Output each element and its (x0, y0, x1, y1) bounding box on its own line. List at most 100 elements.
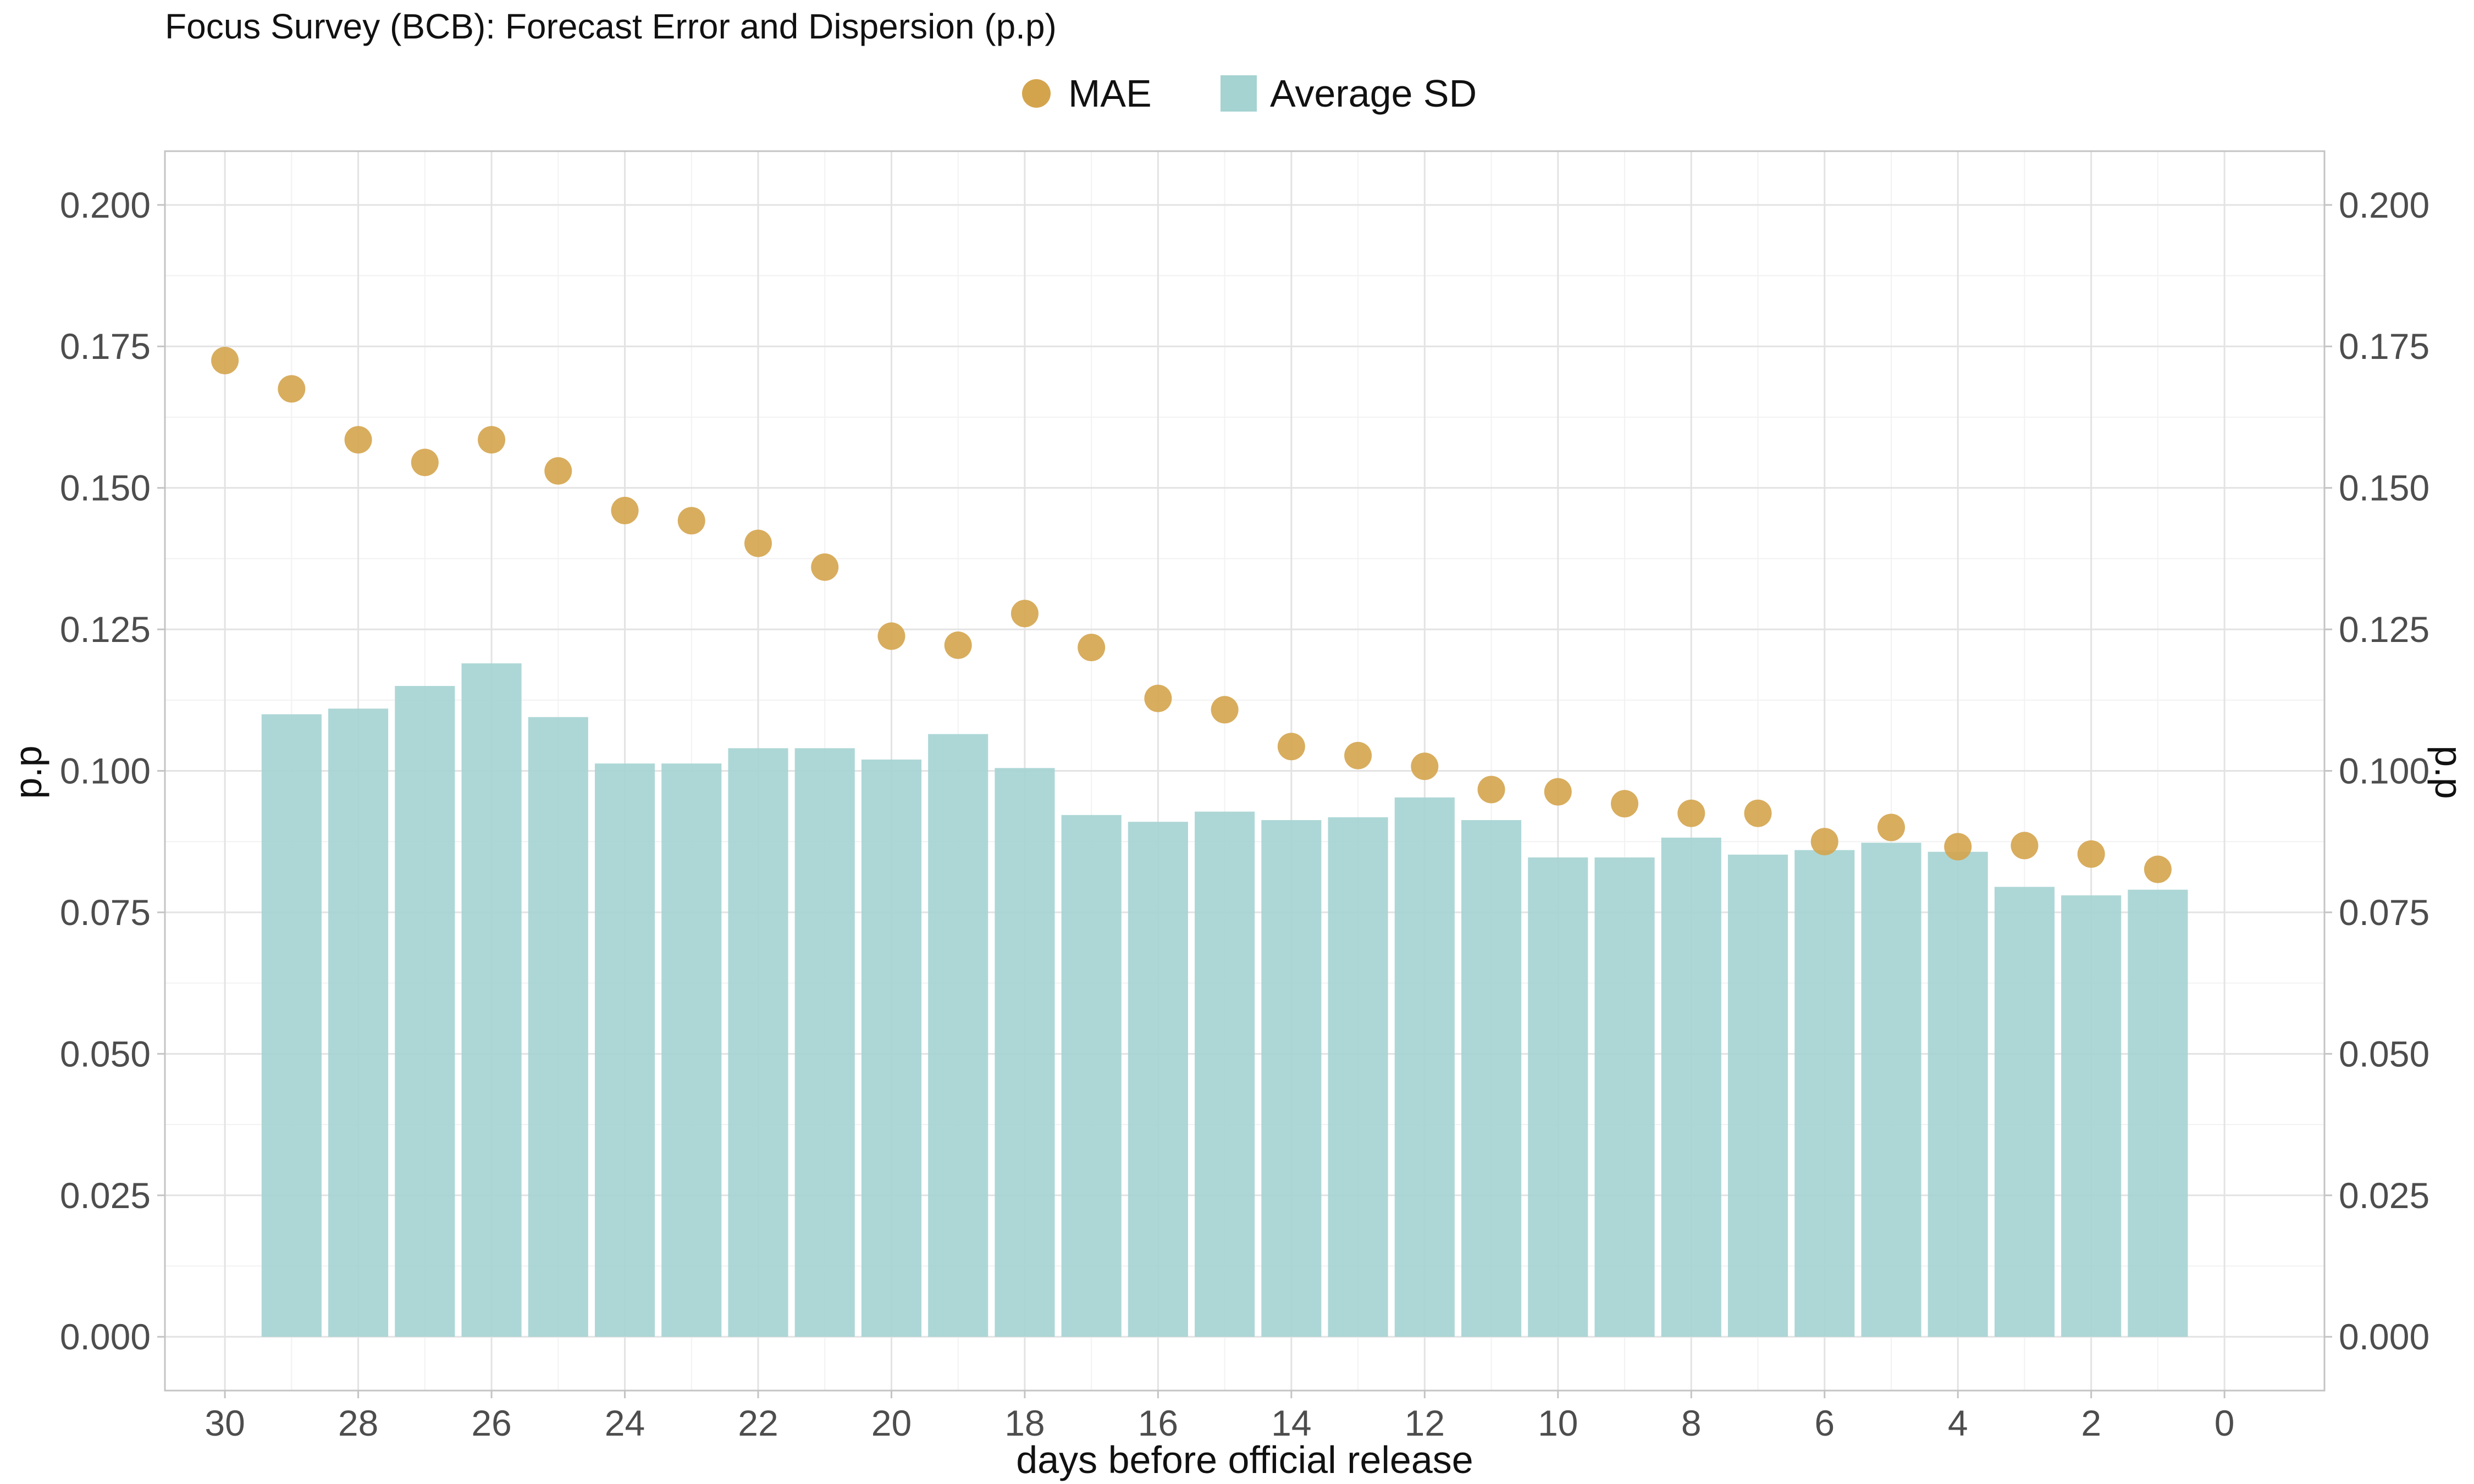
mae-point (544, 457, 572, 485)
x-tick-label: 20 (871, 1403, 912, 1443)
mae-point (944, 631, 972, 659)
x-tick-label: 8 (1681, 1403, 1702, 1443)
x-tick-label: 0 (2215, 1403, 2235, 1443)
x-tick-label: 2 (2081, 1403, 2101, 1443)
mae-point (1744, 799, 1772, 827)
y-tick-label-right: 0.125 (2339, 609, 2429, 650)
average-sd-bar (528, 717, 588, 1337)
legend-average-sd-label: Average SD (1270, 72, 1477, 115)
mae-point (1277, 733, 1305, 761)
y-tick-label-right: 0.050 (2339, 1033, 2429, 1074)
x-tick-label: 26 (471, 1403, 511, 1443)
average-sd-bar (1261, 820, 1322, 1337)
mae-point (411, 448, 439, 477)
x-tick-label: 24 (605, 1403, 645, 1443)
mae-point (211, 346, 239, 374)
x-tick-label: 28 (338, 1403, 378, 1443)
mae-point (677, 507, 705, 535)
average-sd-bar (1861, 843, 1921, 1337)
average-sd-bar (1928, 851, 1988, 1337)
y-tick-label-left: 0.025 (60, 1175, 151, 1216)
mae-point (344, 426, 372, 454)
y-tick-label-right: 0.175 (2339, 326, 2429, 367)
mae-point (2144, 855, 2172, 883)
average-sd-bar (928, 734, 989, 1337)
mae-point (1344, 741, 1372, 769)
mae-point (1477, 776, 1505, 804)
average-sd-bar (1128, 822, 1188, 1337)
y-tick-label-right: 0.025 (2339, 1175, 2429, 1216)
average-sd-bar (2061, 895, 2122, 1337)
legend-mae-key (1022, 79, 1051, 108)
mae-point (1544, 778, 1572, 806)
average-sd-bar (1328, 817, 1388, 1337)
y-tick-label-right: 0.000 (2339, 1316, 2429, 1357)
y-tick-label-left: 0.050 (60, 1033, 151, 1074)
mae-point (1677, 799, 1705, 827)
x-tick-label: 6 (1814, 1403, 1835, 1443)
y-tick-label-left: 0.075 (60, 892, 151, 933)
mae-point (2077, 840, 2105, 868)
bars (261, 663, 2188, 1337)
average-sd-bar (1461, 820, 1522, 1337)
y-tick-label-left: 0.200 (60, 185, 151, 225)
mae-point (1877, 813, 1905, 841)
average-sd-bar (461, 663, 522, 1337)
mae-point (2011, 832, 2039, 860)
y-tick-label-right: 0.150 (2339, 468, 2429, 508)
x-tick-label: 12 (1405, 1403, 1445, 1443)
mae-point (811, 553, 839, 581)
mae-point (611, 496, 639, 524)
y-tick-label-left: 0.150 (60, 468, 151, 508)
x-tick-label: 22 (738, 1403, 778, 1443)
legend-average-sd-key (1221, 75, 1257, 112)
mae-point (1411, 752, 1439, 780)
mae-point (478, 426, 506, 454)
axes: 0.000 0.000 0.025 0.025 0.050 0.050 0.075 0.075… (60, 150, 2429, 1443)
average-sd-bar (261, 714, 322, 1337)
average-sd-bar (1528, 857, 1588, 1337)
y-tick-label-left: 0.100 (60, 751, 151, 791)
chart-title: Focus Survey (BCB): Forecast Error and D… (165, 7, 1057, 46)
y-tick-label-left: 0.000 (60, 1316, 151, 1357)
average-sd-bar (794, 748, 855, 1337)
points (211, 346, 2172, 883)
mae-point (1078, 634, 1106, 662)
average-sd-bar (995, 768, 1055, 1337)
average-sd-bar (1061, 815, 1122, 1337)
mae-point (1010, 600, 1039, 628)
average-sd-bar (1994, 887, 2055, 1337)
mae-point (1810, 828, 1838, 856)
x-tick-label: 16 (1138, 1403, 1178, 1443)
y-tick-label-left: 0.125 (60, 609, 151, 650)
y-tick-label-right: 0.075 (2339, 892, 2429, 933)
mae-point (744, 529, 772, 557)
mae-point (1211, 696, 1239, 724)
x-tick-label: 30 (205, 1403, 245, 1443)
average-sd-bar (1661, 838, 1721, 1337)
x-tick-label: 4 (1948, 1403, 1968, 1443)
y-tick-label-right: 0.200 (2339, 185, 2429, 225)
average-sd-bar (861, 759, 922, 1337)
x-tick-label: 10 (1538, 1403, 1578, 1443)
average-sd-bar (594, 763, 655, 1337)
average-sd-bar (1727, 854, 1788, 1337)
mae-point (278, 375, 306, 403)
y-axis-title-left: p.p (7, 745, 49, 799)
legend-mae-label: MAE (1068, 72, 1152, 115)
average-sd-bar (728, 748, 788, 1337)
x-tick-label: 14 (1271, 1403, 1311, 1443)
legend: MAE Average SD (1022, 72, 1477, 115)
mae-point (1944, 833, 1972, 861)
average-sd-bar (328, 708, 389, 1337)
average-sd-bar (1195, 811, 1255, 1337)
average-sd-bar (661, 763, 722, 1337)
y-tick-label-right: 0.100 (2339, 751, 2429, 791)
average-sd-bar (1794, 850, 1855, 1337)
average-sd-bar (1394, 797, 1455, 1337)
average-sd-bar (395, 686, 455, 1337)
average-sd-bar (1594, 857, 1655, 1337)
mae-point (877, 622, 905, 650)
mae-point (1611, 790, 1639, 818)
